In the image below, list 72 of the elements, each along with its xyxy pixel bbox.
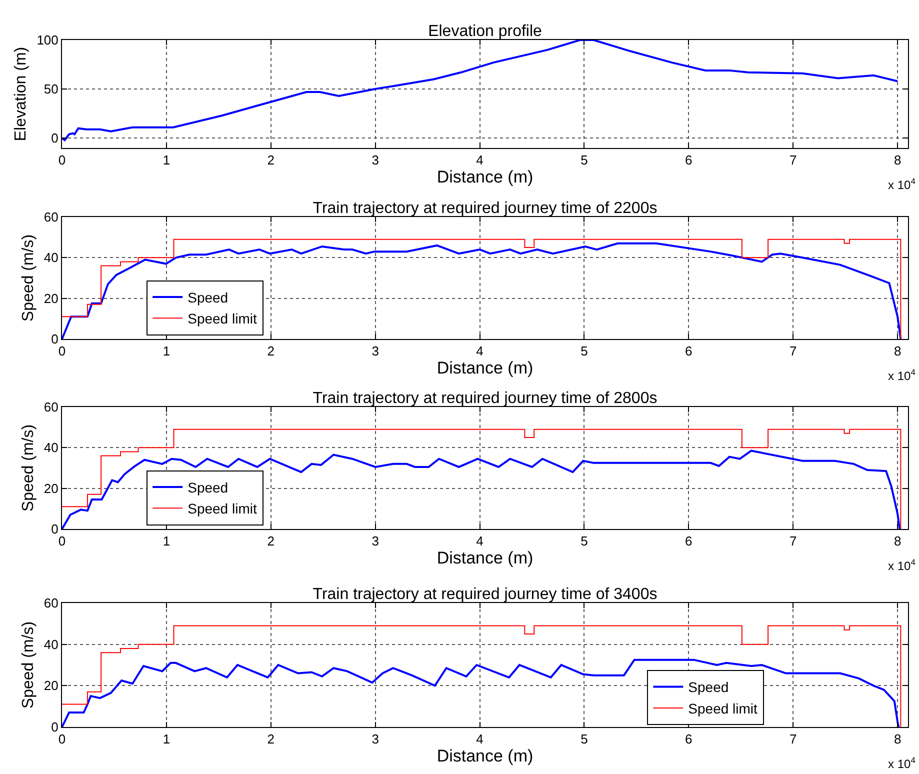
y-tick-label: 0 (51, 522, 58, 537)
x-tick-label: 8 (894, 344, 902, 359)
y-axis-title: Elevation (m) (12, 46, 30, 142)
y-tick-label: 20 (44, 290, 58, 306)
x-tick-label: 4 (476, 534, 484, 549)
x-tick-label: 5 (580, 344, 588, 359)
text: x 10$^{4}$ (888, 176, 916, 192)
legend-label: Speed (688, 679, 729, 696)
legend-label: Speed (188, 479, 228, 496)
x-axis-title: Distance (m) (436, 746, 534, 766)
x-tick-label: 2 (267, 732, 275, 747)
y-axis-title: Speed (m/s) (20, 424, 37, 512)
legend-label: Speed limit (688, 700, 758, 716)
x-tick-label: 3 (372, 732, 379, 747)
x-axis-title: Distance (m) (436, 358, 534, 378)
chart-title: Train trajectory at required journey time of 2800s (312, 390, 658, 407)
x-tick-label: 5 (580, 732, 588, 747)
x-tick-label: 7 (789, 732, 797, 747)
chart-title: Train trajectory at required journey time of 2200s (312, 200, 658, 217)
y-tick-label: 50 (44, 82, 58, 97)
y-tick-label: 0 (51, 332, 58, 347)
y-axis-title: Speed (m/s) (20, 621, 37, 709)
x-tick-label: 1 (162, 152, 170, 168)
x-tick-label: 1 (162, 732, 170, 747)
x-axis-title: Distance (m) (436, 548, 534, 568)
x-tick-label: 1 (162, 344, 170, 359)
y-tick-label: 60 (44, 596, 58, 611)
y-tick-label: 0 (51, 130, 58, 146)
y-tick-label: 20 (44, 678, 58, 694)
x-tick-label: 2 (267, 534, 275, 549)
line-series (62, 40, 899, 142)
x-tick-label: 4 (476, 344, 484, 359)
legend-label: Speed limit (188, 500, 257, 517)
x-tick-label: 3 (372, 534, 379, 549)
y-tick-label: 40 (44, 636, 58, 652)
chart-title: Elevation profile (428, 23, 542, 40)
y-tick-label: 100 (36, 32, 58, 48)
x-tick-label: 4 (476, 152, 484, 168)
x-tick-label: 7 (789, 152, 797, 168)
x-axis-title: Distance (m) (436, 168, 534, 187)
x-tick-label: 5 (580, 534, 588, 549)
x-tick-label: 8 (894, 152, 902, 168)
legend-label: Speed (188, 289, 228, 306)
line-series (62, 658, 900, 727)
x-tick-label: 1 (162, 534, 170, 549)
text: x 10$^{4}$ (888, 755, 916, 772)
y-tick-label: 60 (44, 210, 58, 225)
x-tick-label: 3 (372, 152, 379, 168)
x-tick-label: 6 (685, 152, 692, 168)
x-tick-label: 7 (789, 344, 797, 359)
y-axis-title: Speed (m/s) (20, 234, 37, 322)
x-tick-label: 2 (267, 344, 275, 359)
y-tick-label: 0 (51, 720, 58, 735)
x-tick-label: 7 (789, 534, 797, 549)
legend-label: Speed limit (188, 310, 257, 327)
x-tick-label: 5 (580, 152, 588, 168)
chart-title: Train trajectory at required journey time of 3400s (312, 586, 658, 603)
y-tick-label: 60 (44, 400, 58, 415)
x-tick-label: 2 (267, 152, 275, 168)
text: x 10$^{4}$ (888, 367, 916, 384)
x-tick-label: 3 (372, 344, 379, 359)
x-tick-label: 6 (685, 534, 692, 549)
text: x 10$^{4}$ (888, 557, 916, 574)
x-tick-label: 6 (685, 732, 692, 747)
x-tick-label: 4 (476, 732, 484, 747)
line-series (62, 450, 901, 529)
y-tick-label: 20 (44, 480, 58, 496)
y-tick-label: 40 (44, 440, 58, 456)
y-tick-label: 40 (44, 250, 58, 266)
x-tick-label: 8 (894, 534, 902, 549)
x-tick-label: 6 (685, 344, 692, 359)
x-tick-label: 8 (894, 732, 902, 747)
